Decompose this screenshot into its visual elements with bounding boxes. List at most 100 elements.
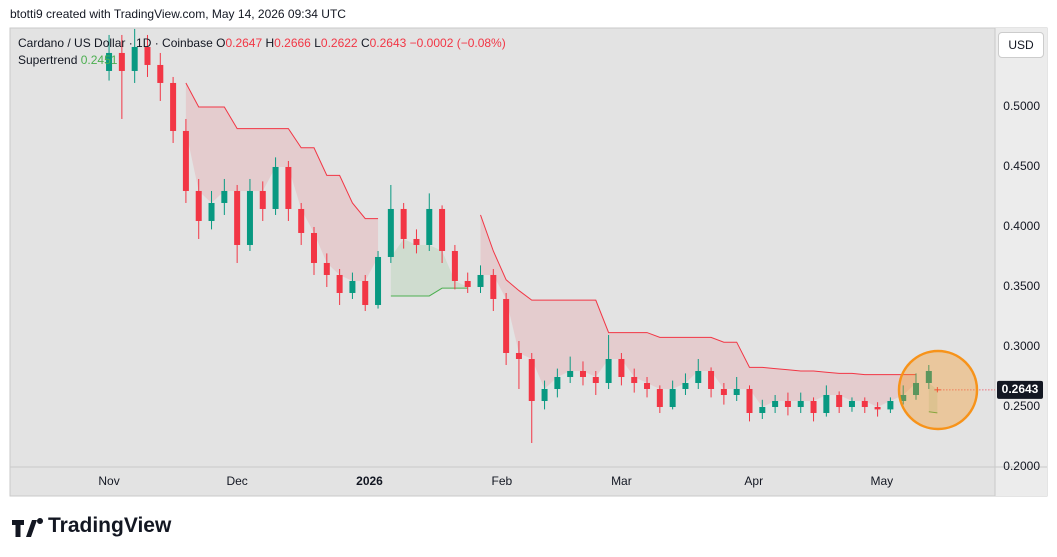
- symbol: Cardano / US Dollar · 1D · Coinbase: [18, 36, 213, 50]
- y-tick-label: 0.3000: [1003, 339, 1040, 353]
- price-tag: [997, 380, 1043, 399]
- price-scale: [995, 28, 1047, 496]
- candle-body: [554, 376, 561, 389]
- candle-body: [836, 394, 843, 407]
- candle-body: [221, 190, 228, 203]
- candle-body: [874, 406, 881, 410]
- candle-body: [451, 250, 458, 281]
- candle-body: [195, 190, 202, 221]
- symbol-legend: Cardano / US Dollar · 1D · Coinbase O0.2…: [18, 36, 506, 50]
- indicator-legend: Supertrend 0.2451: [18, 53, 117, 67]
- candle-body: [695, 370, 702, 383]
- candle-body: [144, 46, 151, 65]
- candle-body: [528, 358, 535, 401]
- candle-body: [656, 388, 663, 407]
- x-tick-label: Nov: [98, 474, 119, 488]
- candle-body: [400, 208, 407, 239]
- candle-body: [579, 370, 586, 377]
- candle-body: [387, 208, 394, 257]
- candle-body: [797, 400, 804, 407]
- candle-body: [131, 46, 138, 71]
- candle-body: [170, 82, 177, 131]
- brand: TradingView: [48, 514, 172, 537]
- candle-body: [490, 274, 497, 299]
- highlight-circle: [897, 349, 979, 431]
- trend-fill: [390, 238, 468, 296]
- ohlc-label: L: [314, 36, 321, 50]
- x-tick-label: Dec: [226, 474, 247, 488]
- candle-body: [362, 280, 369, 305]
- supertrend-line: [185, 82, 379, 220]
- candle-body: [605, 358, 612, 383]
- candle-body: [106, 52, 113, 71]
- candle-body: [810, 400, 817, 413]
- candle-body: [746, 388, 753, 413]
- x-tick-label: Feb: [492, 474, 513, 488]
- candle-body: [861, 400, 868, 407]
- change: −0.0002 (−0.08%): [409, 36, 506, 50]
- candle-body: [413, 238, 420, 245]
- candle-body: [246, 190, 253, 245]
- attribution: btotti9 created with TradingView.com, Ma…: [10, 7, 346, 21]
- trend-fill: [480, 214, 917, 407]
- trend-fill: [928, 382, 938, 413]
- brand-logo: [12, 518, 44, 537]
- candle-body: [784, 400, 791, 407]
- candle-body: [720, 388, 727, 395]
- candle-body: [208, 202, 215, 221]
- ohlc-value: 0.2647: [225, 36, 263, 50]
- supertrend-line: [928, 411, 938, 414]
- ohlc-label: O: [216, 36, 226, 50]
- candle-body: [336, 274, 343, 293]
- trend-fill: [185, 82, 379, 281]
- price-tag-label: 0.2643: [1002, 382, 1039, 396]
- candle-body: [823, 394, 830, 413]
- candle-body: [913, 382, 920, 395]
- y-tick-label: 0.4000: [1003, 219, 1040, 233]
- ohlc-value: 0.2666: [274, 36, 311, 50]
- candle-body: [618, 358, 625, 377]
- candle-body: [733, 388, 740, 395]
- x-tick-label: Apr: [744, 474, 763, 488]
- indicator-value: 0.2451: [80, 53, 118, 67]
- x-tick-label: 2026: [356, 474, 383, 488]
- currency-button[interactable]: USD: [998, 32, 1044, 58]
- candle-body: [759, 406, 766, 413]
- candle-body: [772, 400, 779, 407]
- candle-body: [426, 208, 433, 245]
- x-tick-label: May: [871, 474, 894, 488]
- candle-body: [477, 274, 484, 287]
- candle-body: [682, 382, 689, 389]
- candle-body: [708, 370, 715, 389]
- candle-body: [541, 388, 548, 401]
- y-tick-label: 0.2000: [1003, 459, 1040, 473]
- candle-body: [515, 352, 522, 359]
- candle-body: [259, 190, 266, 209]
- y-tick-label: 0.4500: [1003, 159, 1040, 173]
- candle-body: [272, 166, 279, 209]
- indicator-name: Supertrend: [18, 53, 78, 67]
- candle-body: [503, 298, 510, 353]
- y-tick-label: 0.5000: [1003, 99, 1040, 113]
- candle-body: [848, 400, 855, 407]
- candle-body: [310, 232, 317, 263]
- candle-body: [234, 190, 241, 245]
- plot: 0.2000 0.2500 0.3000 0.3500 0.4000 0.4500 0.50…: [98, 28, 1043, 488]
- candle-body: [567, 370, 574, 377]
- candle-body: [669, 388, 676, 407]
- ohlc-label: H: [265, 36, 275, 50]
- y-tick-label: 0.3500: [1003, 279, 1040, 293]
- candle-body: [285, 166, 292, 209]
- candle-body: [118, 52, 125, 71]
- ohlc-value: 0.2622: [320, 36, 358, 50]
- candle-body: [644, 382, 651, 389]
- candle-body: [592, 376, 599, 383]
- candle-body: [439, 208, 446, 251]
- candle-body: [925, 370, 932, 383]
- chart-frame: [9, 27, 1048, 497]
- candle-body: [298, 208, 305, 233]
- candle-body: [887, 400, 894, 410]
- candle-body: [323, 262, 330, 275]
- y-tick-label: 0.2500: [1003, 399, 1040, 413]
